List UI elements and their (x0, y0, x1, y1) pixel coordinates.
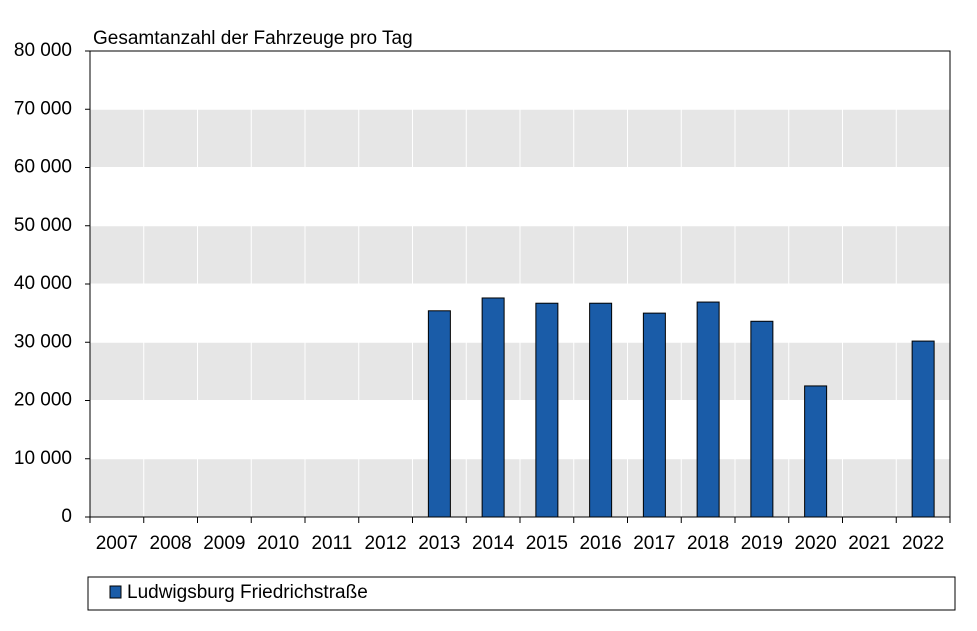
bar (535, 302, 559, 518)
bar (804, 385, 828, 518)
bar (750, 320, 774, 518)
bar (642, 312, 666, 518)
bar (911, 340, 935, 518)
bar (481, 297, 505, 518)
y-tick-label: 60 000 (14, 157, 72, 178)
x-tick-label: 2014 (472, 533, 515, 554)
x-tick-label: 2012 (364, 533, 406, 554)
x-tick-label: 2010 (257, 533, 299, 554)
bar (427, 310, 451, 518)
y-tick-label: 20 000 (14, 390, 72, 411)
y-tick-label: 10 000 (14, 448, 72, 469)
x-tick-label: 2015 (526, 533, 568, 554)
x-tick-label: 2007 (96, 533, 138, 554)
x-tick-label: 2020 (794, 533, 836, 554)
legend-swatch (109, 585, 122, 599)
legend-box (87, 576, 956, 611)
y-tick-label: 70 000 (14, 98, 72, 119)
chart-title: Gesamtanzahl der Fahrzeuge pro Tag (93, 28, 413, 49)
x-tick-label: 2011 (311, 533, 352, 554)
x-tick-label: 2016 (579, 533, 621, 554)
y-tick-label: 0 (61, 506, 72, 527)
x-tick-label: 2017 (633, 533, 675, 554)
y-tick-label: 40 000 (14, 273, 72, 294)
y-tick-label: 30 000 (14, 331, 72, 352)
bar (696, 301, 720, 518)
y-tick-label: 50 000 (14, 215, 72, 236)
y-tick-label: 80 000 (14, 40, 72, 61)
x-tick-label: 2018 (687, 533, 729, 554)
x-tick-label: 2008 (149, 533, 191, 554)
x-tick-label: 2019 (741, 533, 783, 554)
x-tick-label: 2022 (902, 533, 944, 554)
legend-label: Ludwigsburg Friedrichstraße (127, 582, 368, 603)
x-tick-label: 2009 (203, 533, 245, 554)
bar (589, 302, 613, 518)
x-tick-label: 2021 (848, 533, 890, 554)
x-tick-label: 2013 (418, 533, 460, 554)
